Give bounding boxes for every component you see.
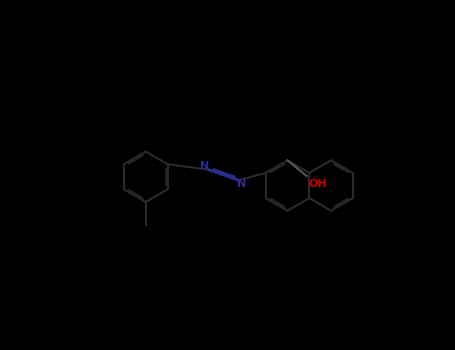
Text: N: N — [200, 161, 209, 170]
Text: OH: OH — [308, 179, 327, 189]
Text: N: N — [237, 179, 246, 189]
